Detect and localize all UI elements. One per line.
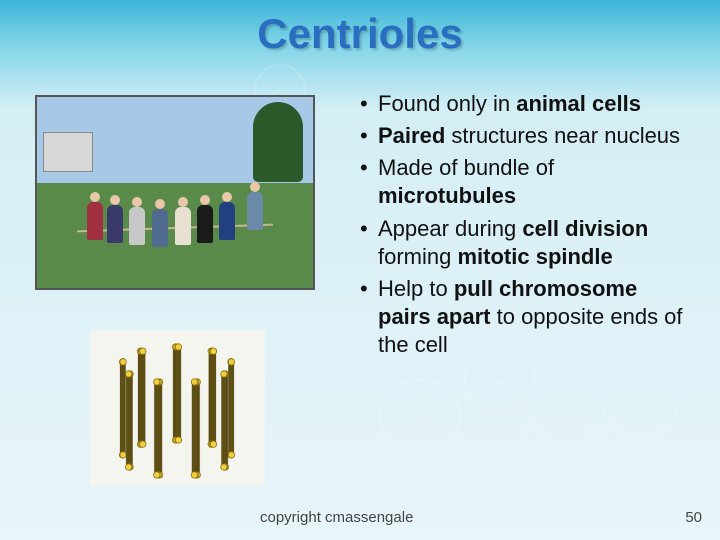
image-tug-of-war — [35, 95, 315, 290]
page-number: 50 — [685, 509, 702, 526]
bullet-list: Found only in animal cells Paired structu… — [360, 90, 690, 363]
bullet-item: Paired structures near nucleus — [360, 122, 690, 150]
bullet-item: Help to pull chromosome pairs apart to o… — [360, 275, 690, 359]
bullet-item: Made of bundle of microtubules — [360, 154, 690, 210]
copyright-text: copyright cmassengale — [260, 509, 413, 526]
slide-title: Centrioles — [0, 10, 720, 58]
bullet-item: Appear during cell division forming mito… — [360, 215, 690, 271]
bullet-item: Found only in animal cells — [360, 90, 690, 118]
image-centriole-diagram — [90, 330, 265, 485]
